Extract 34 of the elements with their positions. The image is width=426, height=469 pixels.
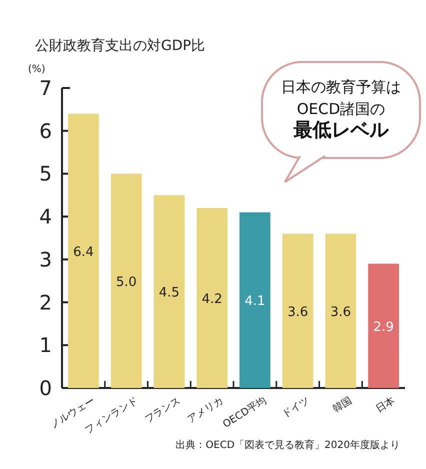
y-tick-label: 7 (39, 76, 52, 100)
bar (240, 212, 270, 388)
data-label: 3.6 (287, 304, 308, 320)
bar (282, 234, 314, 388)
y-tick-label: 2 (39, 290, 52, 314)
y-tick-label: 5 (39, 162, 52, 186)
x-tick-label: ドイツ (280, 395, 312, 420)
x-tick-label: 日本 (374, 394, 398, 416)
data-label: 4.1 (244, 294, 266, 310)
chart-title: 公財政教育支出の対GDP比 (35, 37, 206, 54)
bar (110, 174, 142, 388)
data-label: 4.5 (158, 286, 180, 301)
x-tick-label: フランス (143, 395, 183, 426)
data-label: 4.2 (202, 292, 222, 307)
y-tick-label: 0 (39, 376, 52, 400)
data-label: 2.9 (373, 320, 394, 335)
bar (325, 234, 356, 388)
annotation: OECD諸国の (296, 100, 386, 118)
y-axis-title: (%) (28, 64, 46, 75)
y-tick-label: 3 (39, 247, 52, 272)
bar (154, 195, 185, 388)
annotation: 日本の教育予算は (281, 78, 401, 96)
y-tick-label: 6 (39, 118, 52, 143)
annotation: 最低レベル (292, 119, 390, 141)
y-tick-label: 1 (39, 333, 52, 358)
data-label: 6.4 (73, 244, 94, 260)
x-tick-label: 韓国 (330, 394, 354, 416)
data-label: 5.0 (116, 274, 137, 290)
bar (196, 208, 228, 388)
bar (68, 114, 99, 388)
bar (368, 264, 399, 388)
y-tick-label: 4 (39, 204, 52, 229)
source-note: 出典：OECD「図表で見る教育」2020年度版より (176, 439, 400, 451)
data-label: 3.6 (330, 304, 352, 320)
